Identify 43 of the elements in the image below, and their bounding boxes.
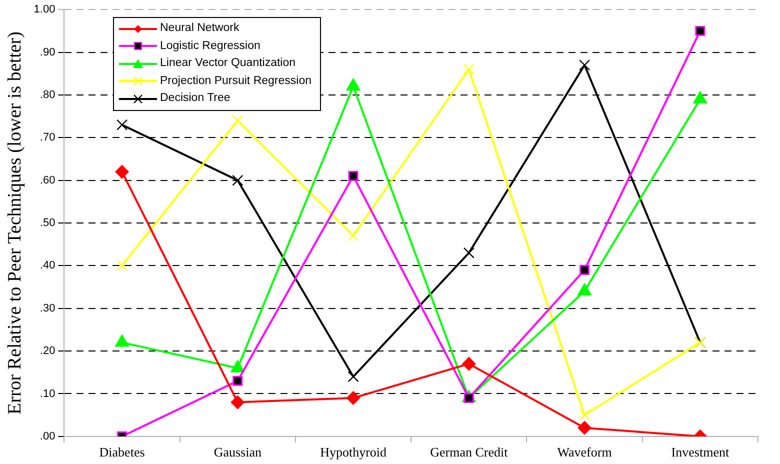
y-tick-label: .90 xyxy=(40,46,56,58)
x-tick-label: Investment xyxy=(671,444,730,460)
x-tick-label: Waveform xyxy=(557,444,612,460)
point xyxy=(232,376,243,386)
legend-label: Logistic Regression xyxy=(160,38,260,54)
y-axis-title: Error Relative to Peer Techniques (lower is better) xyxy=(4,32,26,414)
y-tick-label: .30 xyxy=(40,302,56,314)
point xyxy=(115,165,129,179)
y-tick-label: .80 xyxy=(40,88,56,101)
legend-label: Linear Vector Quantization xyxy=(160,56,296,71)
point xyxy=(116,119,128,130)
point xyxy=(463,64,474,75)
y-tick-label: .40 xyxy=(40,260,56,272)
point xyxy=(116,260,128,272)
point xyxy=(232,115,244,126)
point xyxy=(695,26,706,36)
point xyxy=(579,410,590,421)
x-tick-label: Gaussian xyxy=(214,444,262,460)
legend-label: Projection Pursuit Regression xyxy=(160,74,312,88)
legend-label: Neural Network xyxy=(160,21,240,36)
y-tick-label: .00 xyxy=(40,430,56,442)
point xyxy=(578,421,592,435)
point xyxy=(579,60,590,71)
point xyxy=(463,247,474,258)
point xyxy=(232,174,244,186)
y-tick-label: .10 xyxy=(40,388,56,400)
point xyxy=(346,391,360,405)
point xyxy=(348,171,358,182)
x-tick-label: German Credit xyxy=(430,444,508,460)
point xyxy=(462,357,476,371)
point xyxy=(578,284,592,296)
y-tick-label: .70 xyxy=(40,132,56,144)
point xyxy=(348,230,359,242)
point xyxy=(580,264,590,275)
point xyxy=(348,371,359,382)
x-tick-label: Hypothyroid xyxy=(320,444,388,460)
point xyxy=(230,396,244,410)
x-tick-label: Diabetes xyxy=(99,444,145,460)
y-tick-label: 1.00 xyxy=(34,4,56,16)
y-tick-label: .20 xyxy=(40,345,56,358)
y-tick-label: .50 xyxy=(40,217,56,230)
y-tick-label: .60 xyxy=(40,174,56,186)
legend-label: Decision Tree xyxy=(160,91,230,106)
